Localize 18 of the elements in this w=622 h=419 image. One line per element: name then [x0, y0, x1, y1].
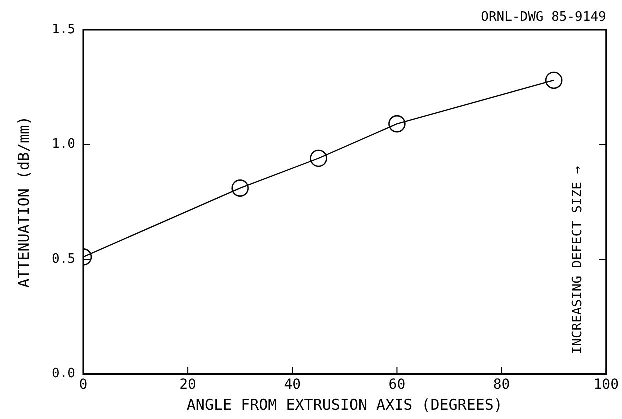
- y-tick-label: 0.5: [52, 252, 76, 267]
- x-axis-title: ANGLE FROM EXTRUSION AXIS (DEGREES): [186, 396, 503, 414]
- y-axis-title: ATTENUATION (dB/mm): [14, 116, 33, 288]
- y-tick-label: 1.0: [52, 137, 76, 152]
- y-tick-label: 1.5: [52, 22, 76, 38]
- x-tick-label: 60: [388, 377, 406, 394]
- text: ORNL-DWG 85-9149: [481, 10, 606, 25]
- y-tick-label: 0.0: [52, 366, 76, 382]
- point: [310, 150, 328, 168]
- x-tick-label: 80: [493, 377, 510, 394]
- point: [545, 72, 563, 90]
- point: [388, 115, 406, 133]
- point: [232, 180, 249, 197]
- x-tick-label: 100: [594, 377, 620, 394]
- x-tick-label: 0: [79, 377, 88, 394]
- x-tick-label: 20: [180, 377, 196, 394]
- x-tick-label: 40: [284, 377, 302, 394]
- annotation: INCREASING DEFECT SIZE →: [570, 166, 586, 354]
